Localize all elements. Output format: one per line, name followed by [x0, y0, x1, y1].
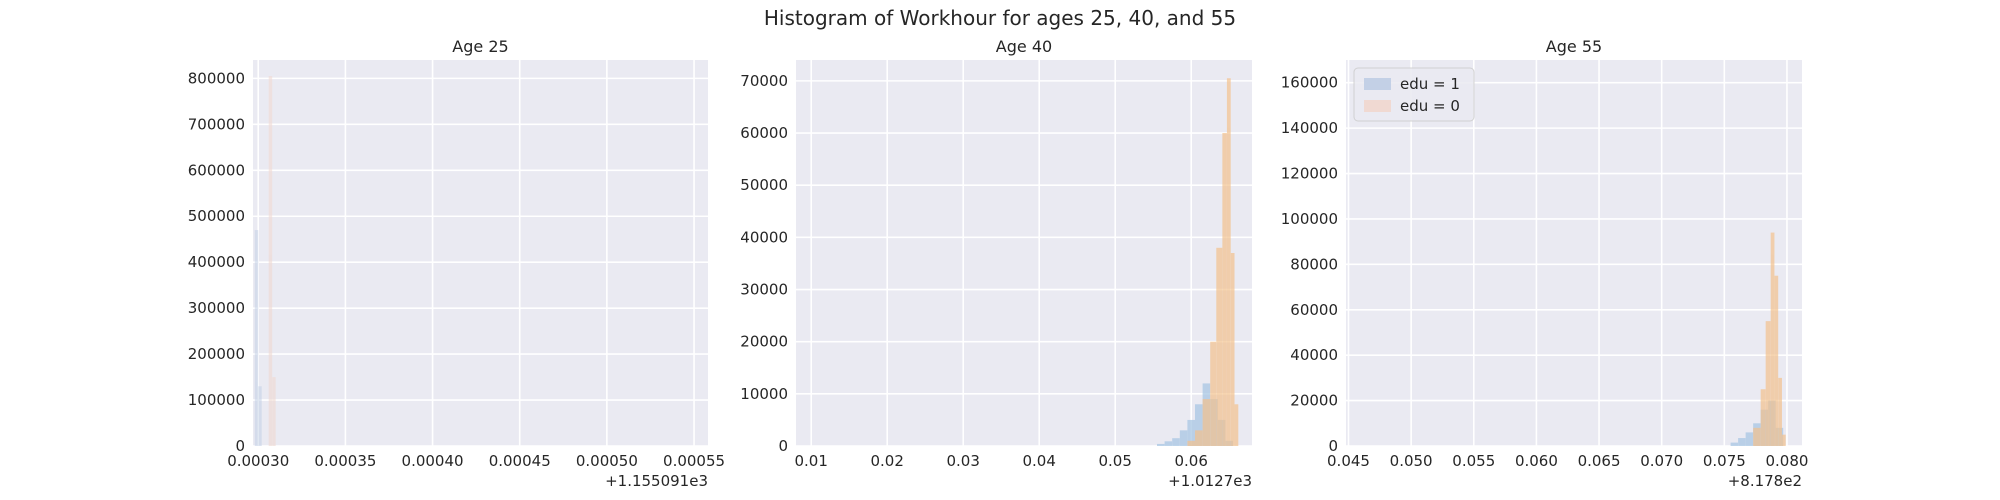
x-tick-label: 0.04	[1022, 452, 1055, 470]
y-tick-label: 60000	[740, 124, 788, 142]
x-tick-label: 0.00055	[663, 452, 725, 470]
histogram-bar	[1157, 444, 1165, 446]
y-tick-label: 600000	[188, 161, 245, 179]
y-tick-label: 200000	[188, 345, 245, 363]
x-tick-label: 0.00045	[489, 452, 551, 470]
histogram-bar	[1195, 430, 1203, 446]
x-tick-label: 0.065	[1578, 452, 1621, 470]
subplot-title: Age 40	[996, 37, 1052, 56]
y-tick-label: 300000	[188, 299, 245, 317]
x-tick-label: 0.05	[1098, 452, 1131, 470]
subplot-title: Age 25	[452, 37, 508, 56]
histogram-bar	[1766, 321, 1771, 446]
y-tick-label: 80000	[1290, 255, 1338, 273]
histogram-bar	[1172, 438, 1180, 446]
x-tick-label: 0.00035	[314, 452, 376, 470]
x-tick-label: 0.01	[794, 452, 827, 470]
legend-swatch	[1364, 78, 1391, 90]
x-offset-label: +8.178e2	[1728, 472, 1802, 490]
histogram-bar	[1187, 441, 1195, 446]
legend-swatch	[1364, 100, 1391, 112]
histogram-bar	[1222, 133, 1227, 446]
legend: edu = 1 edu = 0	[1354, 68, 1474, 121]
histogram-bar	[1231, 253, 1235, 446]
histogram-bar	[272, 377, 275, 446]
subplot-1: 0100000200000300000400000500000600000700…	[188, 37, 725, 490]
y-tick-label: 160000	[1281, 74, 1338, 92]
x-offset-label: +1.0127e3	[1168, 472, 1252, 490]
subplot-title: Age 55	[1546, 37, 1602, 56]
y-tick-label: 400000	[188, 253, 245, 271]
histogram-bar	[1235, 404, 1239, 446]
x-tick-label: 0.00040	[402, 452, 464, 470]
x-tick-label: 0.03	[946, 452, 979, 470]
y-tick-label: 100000	[1281, 210, 1338, 228]
x-tick-label: 0.080	[1765, 452, 1808, 470]
legend-label: edu = 0	[1400, 97, 1460, 115]
x-tick-label: 0.055	[1452, 452, 1495, 470]
y-tick-label: 20000	[740, 333, 788, 351]
histogram-bar	[1782, 435, 1786, 446]
histogram-bar	[1227, 78, 1231, 446]
histogram-bar	[1753, 428, 1761, 446]
y-tick-label: 60000	[1290, 301, 1338, 319]
x-tick-label: 0.075	[1703, 452, 1746, 470]
y-tick-label: 140000	[1281, 119, 1338, 137]
plot-background	[253, 60, 708, 446]
histogram-bar	[1210, 342, 1216, 446]
histogram-bar	[258, 386, 261, 446]
y-tick-label: 70000	[740, 72, 788, 90]
histogram-bar	[1778, 378, 1782, 446]
x-tick-label: 0.00050	[576, 452, 638, 470]
plot-background	[796, 60, 1252, 446]
histogram-bar	[1180, 430, 1188, 446]
y-tick-label: 40000	[1290, 346, 1338, 364]
y-tick-label: 100000	[188, 391, 245, 409]
y-tick-label: 800000	[188, 69, 245, 87]
histogram-bar	[1203, 399, 1211, 446]
histogram-bar	[269, 76, 272, 446]
x-tick-label: 0.02	[870, 452, 903, 470]
x-offset-label: +1.155091e3	[605, 472, 708, 490]
histogram-bar	[255, 230, 258, 446]
x-tick-label: 0.00030	[227, 452, 289, 470]
y-tick-label: 40000	[740, 228, 788, 246]
histogram-bar	[1746, 432, 1754, 446]
x-tick-label: 0.070	[1640, 452, 1683, 470]
x-tick-label: 0.06	[1174, 452, 1207, 470]
histogram-bar	[1774, 276, 1778, 446]
subplot-2: 0 10000 20000 30000 40000 50000 60000 70000 0.01…	[740, 37, 1252, 490]
x-tick-label: 0.050	[1390, 452, 1433, 470]
y-tick-label: 20000	[1290, 392, 1338, 410]
histogram-bar	[1165, 441, 1173, 446]
y-tick-label: 10000	[740, 385, 788, 403]
y-tick-label: 500000	[188, 207, 245, 225]
y-tick-label: 0	[778, 437, 788, 455]
y-tick-label: 120000	[1281, 165, 1338, 183]
histogram-bar	[1771, 233, 1775, 446]
x-tick-label: 0.045	[1327, 452, 1370, 470]
y-tick-label: 700000	[188, 115, 245, 133]
histogram-bar	[1731, 443, 1739, 446]
histogram-bar	[1216, 248, 1222, 446]
histogram-bar	[1761, 389, 1766, 446]
x-tick-label: 0.060	[1515, 452, 1558, 470]
histogram-bar	[1738, 438, 1746, 446]
y-tick-label: 30000	[740, 281, 788, 299]
legend-label: edu = 1	[1400, 75, 1460, 93]
y-tick-label: 50000	[740, 176, 788, 194]
